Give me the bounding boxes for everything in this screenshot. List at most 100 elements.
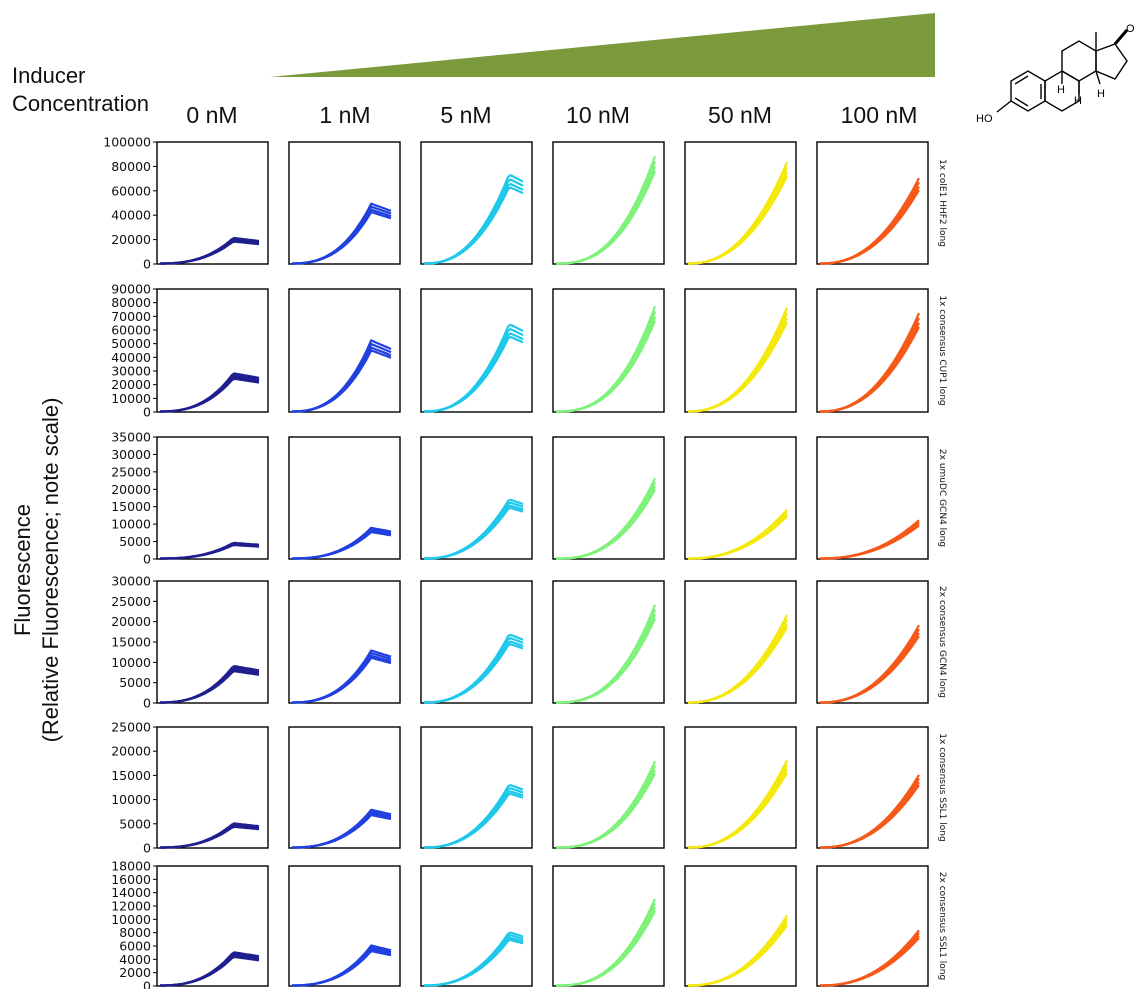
panel — [816, 141, 929, 265]
series-line — [820, 934, 920, 987]
panel-frame — [816, 865, 929, 987]
y-tick-label: 30000 — [111, 364, 151, 379]
panel-frame — [552, 865, 665, 987]
panel-frame — [156, 436, 269, 560]
panel — [684, 141, 797, 265]
estradiol-structure-icon — [996, 29, 1129, 113]
panel-frame — [684, 436, 797, 560]
series-line — [424, 790, 524, 849]
panel-frame — [552, 436, 665, 560]
panel — [288, 580, 401, 704]
y-tick-label: 10000 — [111, 517, 151, 532]
y-tick-label: 40000 — [111, 350, 151, 365]
panel-frame — [420, 141, 533, 265]
molecule-label: OH — [1126, 23, 1135, 35]
panel — [288, 726, 401, 849]
panel — [156, 726, 269, 849]
series-line — [820, 635, 920, 704]
y-tick-label: 10000 — [111, 391, 151, 406]
panel-frame — [684, 865, 797, 987]
y-tick-label: 10000 — [111, 912, 151, 927]
y-tick-label: 16000 — [111, 872, 151, 887]
series-line — [688, 626, 788, 704]
y-tick-label: 20000 — [111, 744, 151, 759]
series-line — [292, 950, 392, 987]
y-tick-labels: 0 5000 10000 15000 20000 25000 — [111, 720, 157, 856]
series-line — [688, 924, 788, 987]
column-label: 100 nM — [841, 102, 918, 128]
y-tick-label: 60000 — [111, 183, 151, 198]
y-tick-label: 5000 — [119, 816, 151, 831]
y-tick-label: 6000 — [119, 939, 151, 954]
panel-frame — [288, 865, 401, 987]
y-tick-label: 35000 — [111, 430, 151, 445]
series-line — [424, 335, 524, 413]
panel-frame — [420, 726, 533, 849]
column-labels: 0 nM 1 nM 5 nM 10 nM 50 nM 100 nM — [186, 102, 917, 128]
series-line — [292, 948, 392, 987]
series-line — [292, 205, 392, 265]
series-line — [556, 489, 656, 560]
panel — [816, 580, 929, 704]
row-label: 1x colE1 HHF2 long — [937, 159, 947, 247]
series-line — [424, 504, 524, 560]
series-line — [292, 349, 392, 413]
series-line — [424, 186, 524, 265]
series-line — [160, 668, 260, 704]
series-line — [292, 531, 392, 560]
y-tick-label: 60000 — [111, 323, 151, 338]
column-label: 1 nM — [319, 102, 370, 128]
series-line — [424, 787, 524, 849]
panel — [552, 865, 665, 987]
panel — [288, 288, 401, 413]
panel-frame — [420, 580, 533, 704]
series-line — [688, 623, 788, 704]
series-line — [820, 632, 920, 704]
panel — [420, 141, 533, 265]
series-line — [688, 914, 788, 987]
y-tick-label: 8000 — [119, 925, 151, 940]
panel-frame — [552, 726, 665, 849]
panel-frame — [288, 436, 401, 560]
panel-frame — [420, 865, 533, 987]
column-label: 10 nM — [566, 102, 630, 128]
panel — [816, 726, 929, 849]
series-line — [688, 772, 788, 849]
series-line — [688, 921, 788, 987]
panel-frame — [684, 580, 797, 704]
series-line — [556, 618, 656, 704]
panel — [420, 288, 533, 413]
y-tick-label: 20000 — [111, 614, 151, 629]
panel — [156, 141, 269, 265]
y-tick-label: 4000 — [119, 952, 151, 967]
panel-frame — [288, 580, 401, 704]
series-line — [688, 175, 788, 265]
series-line — [820, 326, 920, 413]
y-tick-label: 20000 — [111, 377, 151, 392]
panel — [816, 288, 929, 413]
series-line — [688, 312, 789, 413]
y-tick-labels: 0200040006000800010000120001400016000180… — [111, 859, 157, 989]
series-line — [424, 637, 524, 704]
panel — [288, 141, 401, 265]
series-line — [160, 239, 260, 265]
series-line — [820, 624, 920, 704]
panel — [420, 436, 533, 560]
series-line — [424, 934, 524, 987]
panel — [552, 141, 665, 265]
panel-frame — [816, 726, 929, 849]
y-tick-labels: 0100002000030000400005000060000700008000… — [111, 282, 157, 420]
series-line — [160, 824, 260, 849]
panel — [156, 288, 269, 413]
column-label: 5 nM — [440, 102, 491, 128]
panel-frame — [816, 580, 929, 704]
y-tick-labels: 0 5000 10000 15000 20000 25000 30000 35000 — [111, 430, 157, 567]
panel-frame — [156, 141, 269, 265]
series-line — [292, 654, 392, 704]
y-tick-label: 12000 — [111, 899, 151, 914]
panel — [684, 288, 797, 413]
panel-frame — [684, 141, 797, 265]
y-tick-label: 15000 — [111, 635, 151, 650]
